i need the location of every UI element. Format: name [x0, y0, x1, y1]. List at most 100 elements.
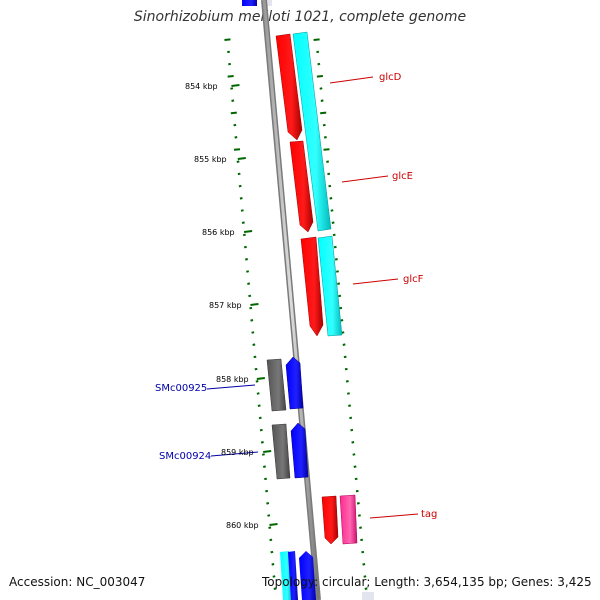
ruler-tick — [231, 84, 240, 87]
ruler-dot — [343, 355, 347, 359]
ruler-dot — [332, 233, 336, 237]
accession-label: Accession: NC_003047 — [9, 575, 146, 589]
ruler-dot — [239, 197, 243, 200]
ruler-ticks — [231, 84, 278, 526]
top-blue-feature — [242, 0, 257, 6]
ruler-dot — [251, 331, 255, 334]
gene-label-SMc00925: SMc00925 — [155, 383, 207, 394]
cds-cyan-2 — [317, 235, 343, 337]
gene-label-glcF: glcF — [403, 274, 424, 285]
ruler-dot — [349, 416, 353, 420]
ruler-dot — [259, 428, 263, 432]
ruler-tick — [250, 303, 259, 306]
ruler-dot — [350, 428, 354, 432]
ruler-dot — [322, 123, 326, 127]
ruler-dot — [233, 123, 237, 127]
map-title: Sinorhizobium meliloti 1021, complete ge… — [133, 9, 467, 25]
cds-gray-2 — [271, 423, 291, 480]
ruler-dot — [256, 392, 260, 395]
ruler-dot — [258, 416, 262, 420]
ruler-dot — [338, 294, 342, 298]
ruler-dot — [243, 245, 247, 249]
ruler-dot — [348, 404, 352, 407]
ruler-dot — [353, 465, 357, 468]
ruler-dot — [342, 343, 346, 346]
cds-bottom-blue-2 — [299, 551, 316, 600]
bottom-light-feature — [362, 592, 374, 600]
ruler-dot — [257, 404, 261, 407]
gene-tag — [321, 495, 339, 545]
ruler-dot — [230, 111, 237, 115]
ruler-dot — [254, 367, 258, 371]
ruler-tick — [269, 523, 278, 526]
gene-glcD — [275, 33, 303, 141]
ruler-dot — [262, 465, 266, 468]
ruler-label-858: 858 kbp — [216, 375, 249, 384]
ruler-dot — [261, 453, 265, 456]
ruler-dot — [345, 380, 349, 383]
ruler-dot — [270, 550, 274, 554]
ruler-dot — [355, 489, 359, 493]
ruler-dot — [329, 197, 333, 200]
ruler-dot — [242, 233, 246, 237]
ruler-dot — [317, 62, 321, 66]
ruler-dot — [230, 87, 234, 90]
ruler-dot — [238, 184, 242, 188]
ruler-dot — [228, 62, 232, 66]
ruler-dot — [266, 502, 270, 505]
ruler-label-854: 854 kbp — [185, 82, 218, 91]
genome-backbone — [261, 0, 321, 600]
ruler-dot — [271, 563, 275, 566]
ruler-dot — [360, 538, 364, 542]
ruler-dot — [356, 502, 360, 505]
ruler-dot — [248, 294, 252, 298]
ruler-dot — [255, 380, 259, 383]
ruler-label-859: 859 kbp — [221, 448, 254, 457]
ruler-dot — [327, 172, 331, 176]
ruler-dot — [352, 453, 356, 456]
ruler-dot — [323, 148, 330, 151]
topology-label: Topology: circular; Length: 3,654,135 bp… — [262, 575, 592, 589]
ruler-dot — [246, 270, 250, 273]
gene-SMc00924 — [290, 422, 309, 479]
ruler-dot — [313, 38, 320, 41]
ruler-dot — [361, 550, 365, 554]
ruler-dot — [249, 306, 253, 310]
ruler-dot — [265, 489, 269, 493]
ruler-dot — [245, 258, 248, 261]
ruler-dot — [316, 50, 320, 54]
ruler-dot — [341, 331, 345, 334]
ruler-dot — [351, 441, 355, 444]
ruler-dot — [237, 172, 241, 176]
cds-pink — [339, 494, 358, 545]
gene-label-SMc00924: SMc00924 — [159, 451, 211, 462]
ruler-dot — [364, 587, 368, 590]
ruler-dot — [323, 136, 327, 139]
gene-label-tag: tag — [421, 509, 437, 520]
gene-label-glcE: glcE — [392, 171, 413, 182]
ruler-dot — [253, 355, 257, 359]
ruler-dot — [330, 209, 334, 212]
ruler-dot — [337, 282, 341, 285]
ruler-dot — [260, 441, 264, 444]
ruler-dot — [359, 526, 363, 529]
ruler-dot — [344, 367, 348, 371]
ruler-dot — [319, 87, 323, 90]
ruler-dot — [252, 343, 256, 346]
gene-glcE — [289, 140, 314, 233]
ruler-label-857: 857 kbp — [209, 301, 242, 310]
ruler-dot — [357, 514, 361, 517]
label-lines — [206, 76, 419, 519]
ruler-dot — [250, 319, 254, 322]
ruler-tick — [237, 157, 246, 160]
ruler-tick — [256, 377, 265, 380]
ruler-dot — [268, 526, 272, 529]
gene-label-glcD: glcD — [379, 72, 402, 83]
cds-cyan-1 — [292, 31, 332, 232]
ruler-dot — [224, 38, 231, 41]
ruler-dot — [241, 221, 245, 224]
ruler-dot — [240, 209, 244, 212]
ruler-dot — [333, 245, 337, 249]
ruler-dot — [326, 160, 330, 163]
ruler-dot — [320, 99, 324, 102]
